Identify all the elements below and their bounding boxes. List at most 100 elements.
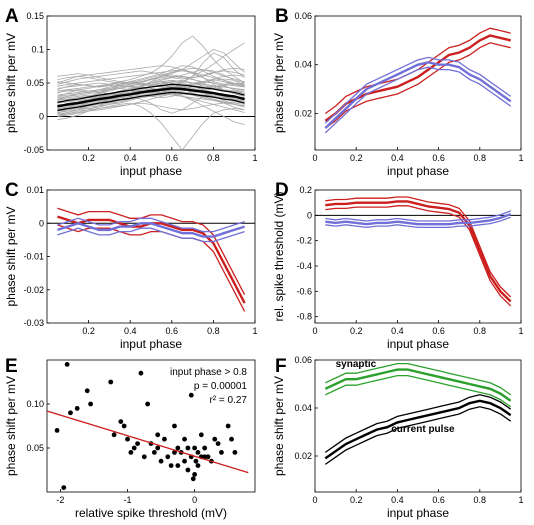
y-tick-label: -0.02 <box>23 285 44 295</box>
x-axis-label: input phase <box>387 337 449 351</box>
individual-trace <box>57 49 245 99</box>
y-tick-label: 0.01 <box>26 185 44 195</box>
scatter-point <box>135 441 140 446</box>
error-band-upper <box>325 362 512 396</box>
scatter-point <box>202 445 208 451</box>
scatter-point <box>128 450 134 455</box>
mean-line <box>57 222 245 238</box>
mean-line <box>325 200 512 303</box>
y-tick-label: -0.05 <box>23 145 44 155</box>
y-tick-label: 0.15 <box>26 11 44 21</box>
axes-frame <box>46 189 256 324</box>
x-tick-label: 0.8 <box>207 153 220 163</box>
y-axis-label: phase shift per mV <box>272 33 286 133</box>
error-band-lower <box>325 216 511 229</box>
x-tick-label: 0.6 <box>166 153 179 163</box>
plot-area <box>47 362 249 490</box>
x-tick-label: 0 <box>312 495 317 505</box>
scatter-point <box>192 472 198 477</box>
panel-b: B 0 0.2 0.4 0.6 0.8 1 0.02 0.04 0.06 input phase ph… <box>272 6 524 178</box>
scatter-point <box>138 370 144 376</box>
scatter-point <box>158 458 164 464</box>
scatter-point <box>68 410 73 416</box>
x-tick-label: 0.8 <box>474 326 487 336</box>
x-tick-label: 0.4 <box>124 153 137 163</box>
scatter-point <box>172 450 177 455</box>
scatter-point <box>141 454 147 460</box>
scatter-point <box>108 379 114 385</box>
x-axis-label: input phase <box>120 164 182 178</box>
y-tick-label: -0.6 <box>296 286 312 296</box>
x-tick-label: 1 <box>252 326 257 336</box>
y-tick-label: 0.05 <box>26 443 44 453</box>
x-tick-label: 0.2 <box>82 326 95 336</box>
x-axis-label: input phase <box>120 337 182 351</box>
scatter-point <box>155 445 161 451</box>
scatter-point <box>205 454 211 460</box>
scatter-point <box>54 428 60 433</box>
plot-area <box>57 35 245 150</box>
x-tick-label: 0.8 <box>474 495 487 505</box>
x-tick-label: 1 <box>518 495 523 505</box>
mean-line <box>324 61 512 129</box>
scatter-point <box>175 445 181 451</box>
panel-letter: C <box>5 180 19 201</box>
error-band-upper <box>325 196 512 298</box>
x-axis-label: input phase <box>387 506 449 520</box>
scatter-point <box>185 467 191 473</box>
individual-trace <box>57 69 245 101</box>
mean-line <box>325 212 512 226</box>
scatter-point <box>131 445 137 451</box>
x-tick-label: 0.6 <box>432 495 445 505</box>
scatter-point <box>155 432 161 438</box>
x-tick-label: 0.2 <box>350 153 363 163</box>
series-label-current-pulse: current pulse <box>391 424 455 435</box>
x-tick-label: 0.8 <box>474 153 487 163</box>
scatter-point <box>182 458 187 464</box>
y-tick-label: 0 <box>307 210 312 220</box>
scatter-point <box>175 463 181 468</box>
y-tick-label: 0.04 <box>294 60 312 70</box>
individual-trace <box>57 90 245 109</box>
x-axis-label: input phase <box>387 164 449 178</box>
stats-annotation: p = 0.00001 <box>194 381 248 392</box>
y-tick-label: 0.10 <box>26 399 44 409</box>
individual-trace <box>57 82 245 100</box>
mean-line <box>57 87 245 108</box>
y-tick-label: -0.8 <box>296 312 312 322</box>
individual-trace <box>57 65 245 88</box>
panel-letter: B <box>275 6 289 27</box>
x-tick-label: 0.8 <box>207 326 220 336</box>
y-tick-label: 0.06 <box>294 355 312 365</box>
y-tick-label: 0 <box>39 218 44 228</box>
scatter-point <box>111 432 117 438</box>
scatter-point <box>118 419 124 424</box>
scatter-point <box>182 436 187 442</box>
scatter-point <box>121 423 127 429</box>
panel-f: F 0 0.2 0.4 0.6 0.8 1 0.02 0.04 0.06 input phase ph… <box>272 355 524 520</box>
y-axis-label: phase shift per mV <box>4 376 18 476</box>
scatter-point <box>202 454 208 460</box>
scatter-point <box>64 362 70 367</box>
stats-annotation: input phase > 0.8 <box>170 367 247 378</box>
scatter-point <box>193 458 199 464</box>
scatter-point <box>168 463 174 468</box>
scatter-point <box>195 450 201 455</box>
panel-a: A 0.2 0.4 0.6 0.8 1 -0.05 0 0.05 0.1 0.15 input pha… <box>4 6 258 178</box>
x-tick-label: 0.2 <box>350 495 363 505</box>
error-band-upper <box>325 210 511 222</box>
scatter-point <box>215 441 221 446</box>
scatter-point <box>190 476 196 482</box>
axes-frame <box>314 359 522 493</box>
scatter-point <box>84 388 90 394</box>
series-label-synaptic: synaptic <box>336 359 377 370</box>
error-band-lower <box>57 91 245 112</box>
error-band-lower <box>57 224 246 312</box>
y-axis-label: phase shift per mV <box>272 376 286 476</box>
scatter-point <box>162 436 167 442</box>
scatter-point <box>151 450 157 455</box>
scatter-point <box>74 406 80 411</box>
panel-e: E -2 -1 0 0.05 0.10 relative spike threshold (… <box>4 356 256 520</box>
y-tick-label: 0.02 <box>294 451 312 461</box>
scatter-point <box>219 450 224 455</box>
